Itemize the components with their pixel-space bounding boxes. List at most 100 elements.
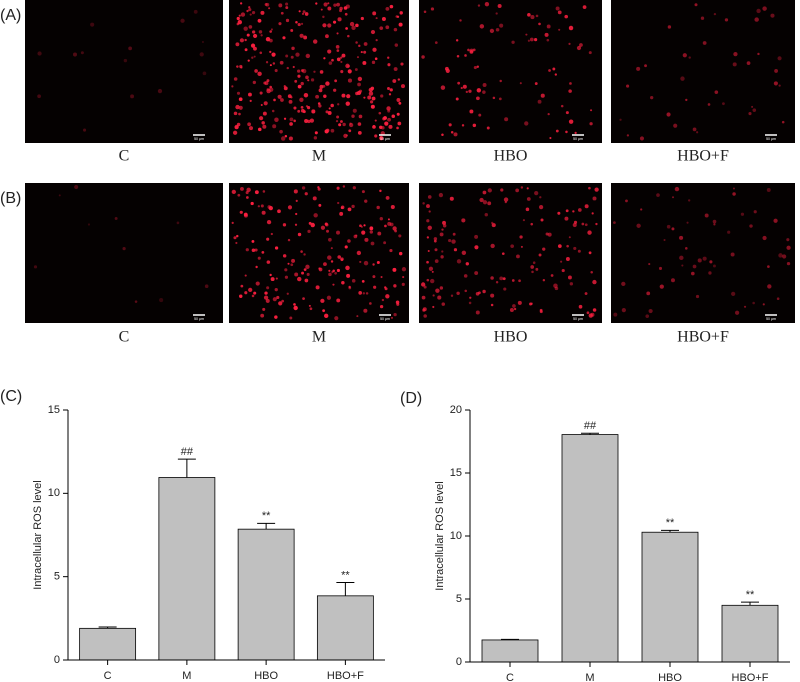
cell-dot [382, 117, 386, 121]
x-tick-label: HBO [254, 670, 278, 682]
cell-dot [302, 10, 306, 14]
cell-dot [332, 20, 337, 24]
cell-dot [274, 117, 279, 122]
cell-dot [499, 276, 504, 281]
bar [561, 434, 619, 663]
cell-dot [697, 258, 702, 263]
cell-dot [369, 302, 372, 305]
cell-dot [421, 55, 425, 59]
cell-dot [236, 234, 239, 238]
cell-dot [252, 30, 256, 34]
cell-dot [274, 288, 278, 292]
cell-dot [289, 316, 293, 320]
cell-dot [297, 232, 302, 237]
cell-dot [123, 58, 128, 63]
cell-dot [254, 248, 258, 252]
cell-dot [246, 187, 251, 193]
cell-dot [512, 304, 516, 308]
cell-dot [269, 50, 272, 54]
cell-dot [751, 105, 754, 108]
cell-dot [531, 270, 534, 274]
cell-dot [455, 97, 459, 101]
cell-dot [453, 132, 458, 137]
cell-dot [305, 105, 309, 108]
cell-dot [626, 84, 630, 88]
cell-dot [568, 119, 574, 124]
cell-dot [357, 122, 362, 126]
cell-dot [430, 7, 435, 11]
cell-dot [335, 45, 340, 49]
cell-dot [421, 282, 426, 287]
cell-dot [692, 264, 697, 269]
cell-dot [569, 282, 574, 286]
cell-dot [584, 223, 588, 227]
cell-dot [238, 97, 243, 102]
cell-dot [472, 123, 477, 128]
y-tick-label: 5 [456, 593, 462, 605]
cell-dot [363, 308, 368, 313]
cell-dot [767, 284, 772, 289]
cell-dot [578, 304, 583, 309]
cell-dot [459, 19, 462, 22]
cell-dot [339, 6, 343, 11]
cell-dot [590, 312, 595, 317]
cell-dot [482, 82, 487, 87]
cell-dot [731, 291, 736, 297]
cell-dot [519, 82, 522, 85]
cell-dot [346, 273, 351, 278]
cell-dot [428, 210, 431, 213]
cell-dot [199, 52, 204, 57]
bar [641, 531, 699, 663]
cell-dot [434, 259, 439, 263]
cell-dot [130, 94, 135, 99]
cell-dot [539, 205, 544, 210]
cell-dot [294, 272, 299, 277]
y-tick-label: 0 [54, 654, 60, 666]
cell-dot [322, 23, 327, 28]
cell-dot [482, 289, 486, 294]
cell-dot [457, 81, 461, 85]
cell-dot [327, 110, 332, 115]
cell-dot [340, 205, 345, 210]
cell-dot [268, 206, 273, 211]
cell-dot [345, 63, 350, 69]
cell-dot [696, 131, 699, 134]
cell-dot [727, 230, 731, 234]
cell-dot [335, 120, 339, 123]
cell-dot [251, 10, 256, 15]
cell-dot [752, 301, 755, 305]
cell-dot [257, 205, 260, 208]
cell-dot [686, 221, 689, 224]
cell-dot [687, 199, 691, 202]
cell-dot [396, 98, 401, 102]
cell-dot [327, 23, 332, 28]
cell-dot [285, 54, 289, 58]
cell-dot [499, 79, 502, 83]
cell-dot [381, 16, 386, 21]
cell-dot [781, 120, 785, 124]
cell-dot [297, 84, 302, 89]
cell-dot [345, 27, 348, 30]
cell-dot [538, 253, 542, 257]
cell-dot [351, 204, 355, 209]
cell-dot [265, 298, 270, 303]
cell-dot [372, 47, 377, 52]
cell-dot [363, 96, 366, 99]
micrograph [611, 183, 795, 323]
cell-dot [300, 105, 304, 109]
cell-dot [461, 218, 466, 223]
cell-dot [524, 121, 529, 126]
cell-dot [557, 211, 561, 215]
cell-dot [381, 298, 385, 302]
cell-dot [613, 221, 616, 225]
cell-dot [80, 51, 84, 55]
y-tick-label: 10 [450, 530, 462, 542]
cell-dot [613, 312, 618, 317]
cell-dot [426, 260, 429, 264]
cell-dot [356, 56, 359, 59]
bar [316, 595, 374, 661]
cell-dot [540, 218, 544, 222]
cell-dot [340, 56, 343, 59]
cell-dot [251, 239, 255, 243]
x-tick-label: HBO [658, 672, 682, 682]
